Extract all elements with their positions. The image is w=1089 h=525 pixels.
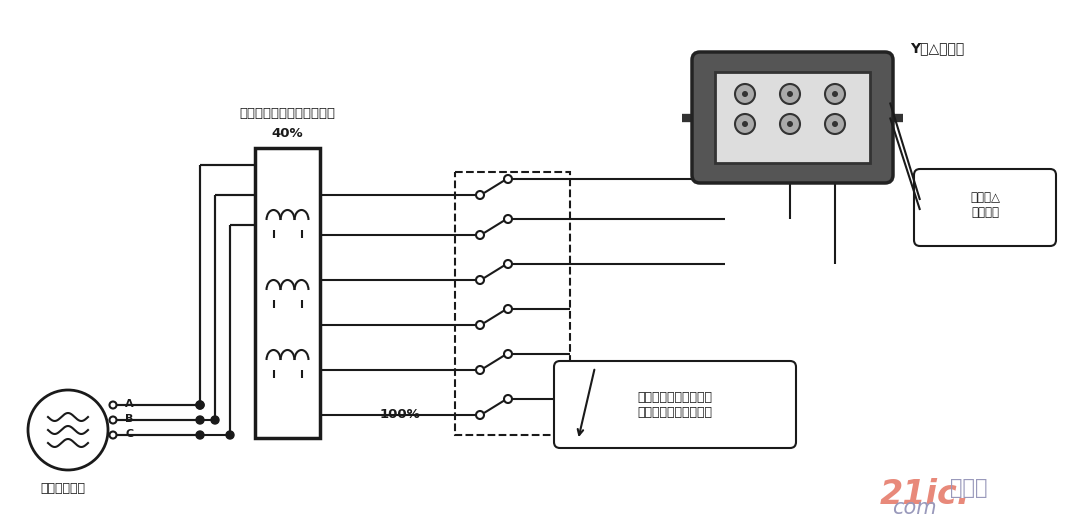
Circle shape [196,401,204,409]
Circle shape [504,395,512,403]
Circle shape [780,114,800,134]
Circle shape [504,350,512,358]
Text: c: c [832,75,837,85]
Text: c': c' [832,110,839,119]
Text: a': a' [742,110,749,119]
Circle shape [476,191,484,199]
Circle shape [742,121,748,127]
Text: 启动补偿器是使用三相
单圈变压器降压的方法: 启动补偿器是使用三相 单圈变压器降压的方法 [637,391,712,419]
Circle shape [787,91,793,97]
Text: Y－△启动器: Y－△启动器 [910,41,964,55]
Text: 电子网: 电子网 [950,478,988,498]
Text: 21ic.: 21ic. [880,478,970,511]
Circle shape [476,411,484,419]
Circle shape [735,84,755,104]
Circle shape [825,84,845,104]
Text: B: B [125,414,133,424]
Circle shape [110,402,117,408]
Text: 三相交流电源: 三相交流电源 [40,482,86,495]
Circle shape [110,432,117,438]
Text: 启动开关: 启动开关 [575,412,605,425]
Text: com: com [892,498,937,518]
Bar [455,172,570,435]
FancyBboxPatch shape [692,52,893,183]
Circle shape [825,114,845,134]
Text: b: b [786,75,794,85]
FancyBboxPatch shape [554,361,796,448]
Circle shape [504,260,512,268]
Circle shape [211,416,219,424]
Text: a: a [742,75,748,85]
Circle shape [735,114,755,134]
Circle shape [832,91,839,97]
Circle shape [742,91,748,97]
Circle shape [196,431,204,439]
Text: C: C [125,429,133,439]
Bar [255,148,320,438]
Text: 线圈成△
连接方法: 线圈成△ 连接方法 [970,191,1000,219]
Circle shape [476,231,484,239]
Bar [715,72,870,163]
Circle shape [227,431,234,439]
Circle shape [476,321,484,329]
Circle shape [504,175,512,183]
Circle shape [832,121,839,127]
FancyBboxPatch shape [914,169,1056,246]
Text: 启动补偿器（单圈变压器）: 启动补偿器（单圈变压器） [240,107,335,120]
Circle shape [504,305,512,313]
Text: 100%: 100% [380,408,420,422]
Circle shape [476,366,484,374]
Circle shape [780,84,800,104]
Text: 40%: 40% [271,127,304,140]
Circle shape [196,401,204,409]
Circle shape [787,121,793,127]
Circle shape [196,416,204,424]
Circle shape [504,215,512,223]
Circle shape [110,416,117,424]
Circle shape [476,276,484,284]
Text: b': b' [786,110,794,119]
Text: A: A [125,399,134,409]
